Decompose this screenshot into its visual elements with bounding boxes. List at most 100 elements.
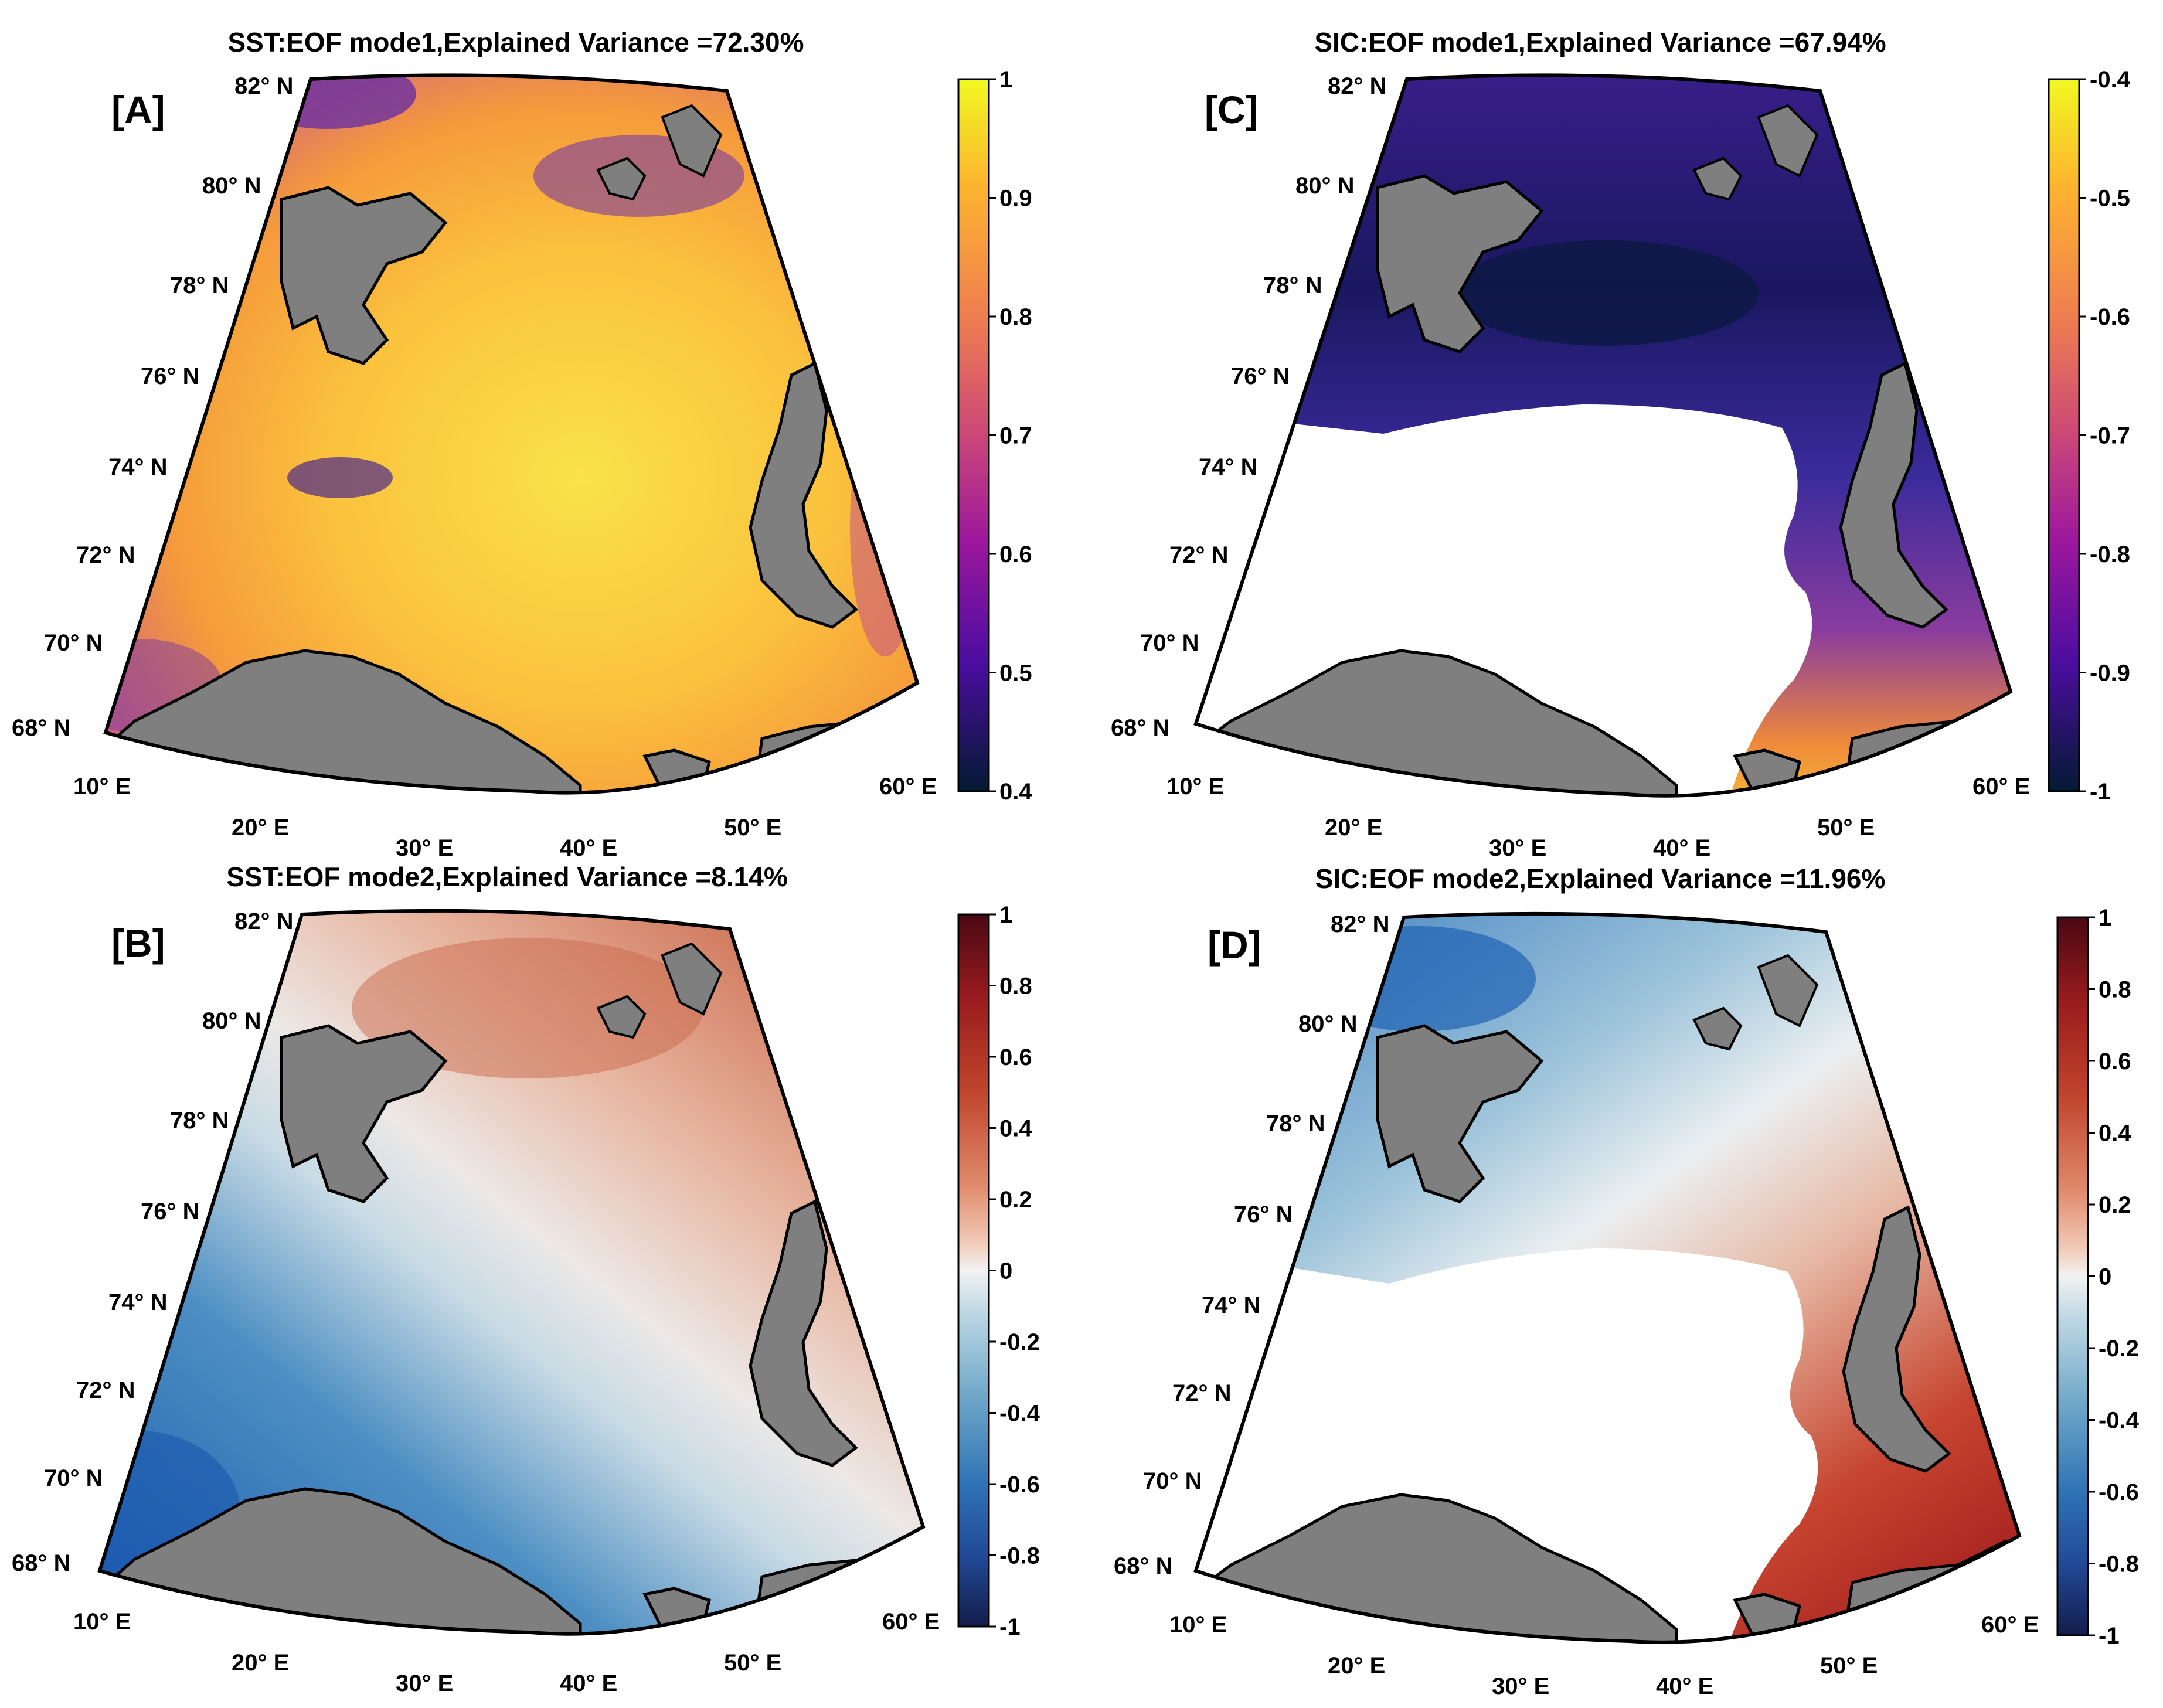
panel-d-colorbar-ticks: 1 0.8 0.6 0.4 0.2 0 -0.2 -0.4 -0.6 -0.8 -1: [2088, 905, 2140, 1649]
lon-label: 50° E: [724, 1650, 781, 1676]
lat-label: 76° N: [1234, 1202, 1293, 1227]
panel-d: SIC:EOF mode2,Explained Variance =11.96%…: [1114, 863, 2140, 1699]
lon-label: 20° E: [1328, 1653, 1385, 1679]
lon-label: 20° E: [1325, 815, 1382, 841]
lat-label: 76° N: [1231, 363, 1290, 389]
colorbar-tick-label: -1: [999, 1614, 1021, 1640]
panel-d-land-fjl: [1692, 954, 1819, 1051]
lon-label: 40° E: [1653, 835, 1710, 861]
panel-c-colorbar-bar: [2048, 78, 2080, 792]
lat-label: 72° N: [1169, 542, 1229, 568]
lat-label: 80° N: [202, 1008, 261, 1034]
lat-label: 74° N: [1202, 1292, 1261, 1318]
colorbar-tick-label: 0.4: [999, 1116, 1032, 1142]
panel-a-label: [A]: [111, 88, 165, 131]
colorbar-tick-label: -0.7: [2090, 423, 2130, 449]
lat-label: 72° N: [76, 1377, 135, 1403]
colorbar-tick-label: -1: [2099, 1623, 2120, 1649]
panel-c-lon-labels: 10° E 20° E 30° E 40° E 50° E 60° E: [1166, 774, 2030, 861]
lat-label: 72° N: [76, 542, 135, 568]
panel-a-low-region-bear-island: [287, 457, 393, 498]
lon-label: 30° E: [396, 835, 453, 861]
colorbar-tick-label: -0.4: [2090, 67, 2131, 93]
lat-label: 74° N: [1199, 454, 1258, 480]
lon-label: 60° E: [1972, 774, 2030, 799]
lat-label: 74° N: [108, 454, 168, 480]
lat-label: 70° N: [1140, 630, 1199, 656]
lon-label: 10° E: [73, 1609, 131, 1635]
panel-b-warm-region: [352, 938, 703, 1078]
colorbar-tick-label: -0.6: [2099, 1479, 2139, 1505]
lon-label: 10° E: [1166, 774, 1224, 799]
colorbar-tick-label: 0.8: [2099, 977, 2131, 1003]
colorbar-tick-label: 0: [999, 1258, 1012, 1284]
colorbar-tick-label: -1: [2090, 779, 2111, 805]
panel-b-label: [B]: [111, 921, 165, 965]
panel-b-map: [100, 910, 923, 1634]
panel-d-land-novaya-zemlya: [1842, 1205, 1951, 1473]
lat-label: 68° N: [12, 1550, 71, 1576]
lon-label: 20° E: [232, 815, 289, 841]
panel-c-label: [C]: [1205, 88, 1259, 131]
panel-c-land-svalbard: [1376, 174, 1544, 353]
colorbar-tick-label: 0: [2099, 1264, 2111, 1290]
colorbar-tick-label: -0.8: [999, 1543, 1040, 1569]
panel-d-title: SIC:EOF mode2,Explained Variance =11.96%: [1315, 863, 1886, 894]
panel-c-title: SIC:EOF mode1,Explained Variance =67.94%: [1314, 27, 1886, 57]
colorbar-tick-label: 0.5: [999, 661, 1032, 686]
colorbar-tick-label: 0.2: [999, 1187, 1032, 1213]
panel-b: SST:EOF mode2,Explained Variance =8.14% …: [12, 862, 1040, 1696]
colorbar-tick-label: -0.2: [999, 1329, 1040, 1355]
lon-label: 30° E: [1489, 835, 1546, 861]
lat-label: 74° N: [108, 1289, 168, 1315]
panel-b-lon-labels: 10° E 20° E 30° E 40° E 50° E 60° E: [73, 1609, 940, 1696]
lon-label: 10° E: [73, 774, 131, 799]
panel-b-land-novaya-zemlya: [749, 1199, 858, 1467]
panel-b-lat-labels: 82° N 80° N 78° N 76° N 74° N 72° N 70° …: [12, 909, 294, 1576]
colorbar-tick-label: 1: [999, 67, 1012, 93]
lat-label: 78° N: [1263, 273, 1322, 298]
colorbar-tick-label: 0.8: [999, 974, 1032, 999]
lon-label: 20° E: [232, 1650, 289, 1676]
panel-c-colorbar-ticks: -0.4 -0.5 -0.6 -0.7 -0.8 -0.9 -1: [2079, 67, 2131, 805]
panel-b-title: SST:EOF mode2,Explained Variance =8.14%: [226, 862, 787, 892]
colorbar-tick-label: -0.9: [2090, 661, 2130, 686]
panel-a-colorbar-ticks: 1 0.9 0.8 0.7 0.6 0.5 0.4: [989, 67, 1032, 805]
colorbar-tick-label: -0.5: [2090, 186, 2130, 212]
lat-label: 76° N: [141, 1199, 200, 1224]
colorbar-tick-label: 0.7: [999, 423, 1032, 449]
lon-label: 40° E: [560, 1670, 617, 1696]
panel-d-label: [D]: [1208, 923, 1261, 967]
lat-label: 82° N: [234, 73, 294, 99]
lat-label: 78° N: [1266, 1111, 1325, 1137]
colorbar-tick-label: -0.6: [2090, 304, 2130, 330]
panel-a-colorbar: 1 0.9 0.8 0.7 0.6 0.5 0.4: [957, 67, 1032, 805]
panel-a-land-svalbard: [280, 186, 448, 365]
lon-label: 30° E: [1492, 1673, 1549, 1699]
lon-label: 40° E: [560, 835, 617, 861]
panel-a-title: SST:EOF mode1,Explained Variance =72.30%: [227, 27, 804, 57]
panel-b-colorbar-ticks: 1 0.8 0.6 0.4 0.2 0 -0.2 -0.4 -0.6 -0.8 -1: [989, 902, 1040, 1640]
lat-label: 78° N: [170, 1108, 229, 1134]
colorbar-tick-label: 0.6: [2099, 1049, 2131, 1074]
colorbar-tick-label: 1: [2099, 905, 2111, 931]
panel-a-land-novaya-zemlya: [749, 361, 858, 629]
panel-d-colorbar-bar: [2056, 916, 2089, 1636]
lat-label: 70° N: [1143, 1468, 1202, 1494]
panel-a-kara-region: [850, 399, 917, 656]
lat-label: 82° N: [1328, 73, 1387, 99]
panel-a-map: [106, 75, 917, 793]
colorbar-tick-label: -0.4: [999, 1401, 1040, 1427]
lon-label: 50° E: [1817, 815, 1875, 841]
colorbar-tick-label: 0.6: [999, 542, 1032, 567]
panel-a-colorbar-bar: [957, 78, 990, 792]
panel-b-land-fjl: [596, 942, 723, 1039]
colorbar-tick-label: 0.6: [999, 1044, 1032, 1070]
colorbar-tick-label: 0.4: [999, 779, 1032, 805]
lat-label: 82° N: [234, 909, 294, 934]
colorbar-tick-label: 0.9: [999, 186, 1032, 212]
lat-label: 70° N: [44, 630, 103, 656]
panel-c: SIC:EOF mode1,Explained Variance =67.94%…: [1111, 27, 2131, 861]
lon-label: 10° E: [1169, 1612, 1227, 1638]
lon-label: 50° E: [1820, 1653, 1878, 1679]
